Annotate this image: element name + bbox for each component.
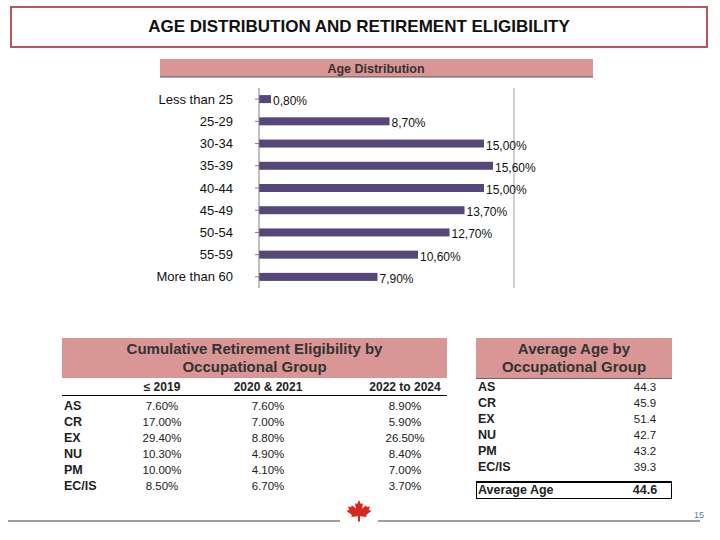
table-cell: 8.50% bbox=[112, 478, 212, 494]
data-label: 12,70% bbox=[452, 227, 493, 241]
category-label: 50-54 bbox=[200, 225, 233, 240]
table-cell: 5.90% bbox=[355, 414, 455, 430]
category-tick bbox=[255, 210, 259, 211]
table-cell: 39.3 bbox=[615, 459, 675, 475]
bars bbox=[259, 95, 493, 281]
category-tick bbox=[255, 165, 259, 166]
bar bbox=[259, 228, 450, 236]
category-label: 30-34 bbox=[200, 136, 233, 151]
category-tick bbox=[255, 99, 259, 100]
table-cell: 7.60% bbox=[112, 398, 212, 414]
chart-title-band bbox=[160, 59, 593, 77]
table-cell: 17.00% bbox=[112, 414, 212, 430]
maple-leaf bbox=[347, 500, 372, 522]
table-title: Average Age by Occupational Group bbox=[476, 338, 672, 378]
category-label: 45-49 bbox=[200, 203, 233, 218]
table-rule bbox=[476, 378, 672, 379]
table-cell: 8.40% bbox=[355, 446, 455, 462]
total-label: Average Age bbox=[478, 482, 598, 498]
column-header: 2020 & 2021 bbox=[208, 380, 328, 395]
data-label: 0,80% bbox=[273, 94, 307, 108]
data-label: 7,90% bbox=[380, 272, 414, 286]
row-label: EX bbox=[64, 430, 124, 446]
category-label: 40-44 bbox=[200, 181, 233, 196]
chart-title-rule bbox=[160, 77, 593, 78]
bar bbox=[259, 206, 465, 214]
table-rule bbox=[62, 395, 447, 396]
table-cell: 7.00% bbox=[355, 462, 455, 478]
table-cell: 45.9 bbox=[615, 395, 675, 411]
category-label: Less than 25 bbox=[159, 92, 233, 107]
table-cell: 4.10% bbox=[218, 462, 318, 478]
category-label: More than 60 bbox=[156, 269, 233, 284]
data-label: 13,70% bbox=[467, 205, 508, 219]
canvas: Age Distribution Less than 25 25-29 30-34 35… bbox=[0, 0, 720, 540]
row-label: EX bbox=[478, 411, 558, 427]
footer-rule bbox=[8, 520, 340, 522]
category-label: 55-59 bbox=[200, 247, 233, 262]
table-cell: 7.00% bbox=[218, 414, 318, 430]
table-cell: 8.80% bbox=[218, 430, 318, 446]
table-cell: 43.2 bbox=[615, 443, 675, 459]
row-label: PM bbox=[64, 462, 124, 478]
table-cell: 29.40% bbox=[112, 430, 212, 446]
page-number: 15 bbox=[694, 510, 704, 520]
table-cell: 3.70% bbox=[355, 478, 455, 494]
column-header: ≤ 2019 bbox=[102, 380, 222, 395]
bar bbox=[259, 162, 493, 170]
bar bbox=[259, 95, 271, 103]
category-tick bbox=[255, 254, 259, 255]
table-cell: 10.30% bbox=[112, 446, 212, 462]
table-cell: 51.4 bbox=[615, 411, 675, 427]
row-label: AS bbox=[478, 379, 558, 395]
category-label: 25-29 bbox=[200, 114, 233, 129]
data-label: 15,00% bbox=[486, 183, 527, 197]
table-cell: 4.90% bbox=[218, 446, 318, 462]
table-cell: 44.3 bbox=[615, 379, 675, 395]
category-tick bbox=[255, 232, 259, 233]
category-tick bbox=[255, 276, 259, 277]
row-label: EC/IS bbox=[478, 459, 558, 475]
table-cell: 6.70% bbox=[218, 478, 318, 494]
table-title: Cumulative Retirement Eligibility by Occ… bbox=[62, 338, 447, 378]
data-label: 15,00% bbox=[486, 139, 527, 153]
bar bbox=[259, 251, 418, 259]
category-tick bbox=[255, 143, 259, 144]
data-label: 15,60% bbox=[495, 161, 536, 175]
column-header: 2022 to 2024 bbox=[345, 380, 465, 395]
bar bbox=[259, 117, 390, 125]
table-cell: 8.90% bbox=[355, 398, 455, 414]
category-tick bbox=[255, 121, 259, 122]
row-label: NU bbox=[64, 446, 124, 462]
category-label: 35-39 bbox=[200, 158, 233, 173]
table-cell: 10.00% bbox=[112, 462, 212, 478]
row-label: PM bbox=[478, 443, 558, 459]
chart-title: Age Distribution bbox=[327, 62, 424, 76]
data-label: 10,60% bbox=[420, 250, 461, 264]
row-label: CR bbox=[64, 414, 124, 430]
slide: {"header": {"title": "AGE DISTRIBUTION A… bbox=[0, 0, 720, 540]
total-value: 44.6 bbox=[615, 482, 675, 498]
footer-rule bbox=[378, 520, 700, 522]
bar bbox=[259, 184, 484, 192]
row-label: NU bbox=[478, 427, 558, 443]
table-cell: 7.60% bbox=[218, 398, 318, 414]
table-cell: 42.7 bbox=[615, 427, 675, 443]
data-label: 8,70% bbox=[392, 116, 426, 130]
category-tick bbox=[255, 188, 259, 189]
row-label: EC/IS bbox=[64, 478, 124, 494]
row-label: AS bbox=[64, 398, 124, 414]
row-label: CR bbox=[478, 395, 558, 411]
table-cell: 26.50% bbox=[355, 430, 455, 446]
slide-title: AGE DISTRIBUTION AND RETIREMENT ELIGIBIL… bbox=[10, 6, 708, 48]
bar bbox=[259, 140, 484, 148]
bar bbox=[259, 273, 378, 281]
